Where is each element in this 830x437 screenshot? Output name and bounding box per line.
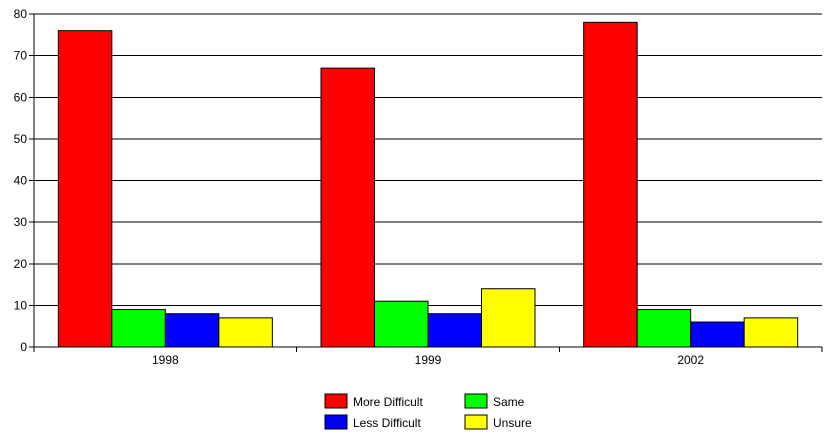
bar-unsure-1999 — [481, 288, 536, 348]
legend-item: Unsure — [464, 414, 532, 430]
legend-swatch — [464, 414, 488, 430]
legend-item: Less Difficult — [324, 414, 421, 430]
bar-more-difficult-1999 — [320, 67, 375, 348]
legend-label: Less Difficult — [353, 416, 421, 430]
legend: More Difficult Same Less Difficult Unsure — [324, 393, 532, 430]
y-tick-label: 30 — [14, 215, 28, 229]
bar-same-1998 — [111, 309, 166, 348]
legend-swatch — [464, 393, 488, 409]
legend-swatch — [324, 414, 348, 430]
gridlines — [34, 13, 822, 306]
y-tick-label: 40 — [14, 174, 28, 188]
bar-same-2002 — [636, 309, 692, 348]
y-tick-label: 10 — [14, 298, 28, 312]
legend-item: More Difficult — [324, 393, 423, 409]
bar-same-1999 — [374, 300, 429, 348]
y-tick-label: 50 — [14, 132, 28, 146]
x-tick-label: 2002 — [677, 353, 704, 367]
bar-less-difficult-1999 — [427, 313, 482, 348]
bar-less-difficult-1998 — [164, 313, 220, 348]
y-tick-label: 20 — [14, 257, 28, 271]
legend-swatch — [324, 393, 348, 409]
axes: 0 10 20 30 40 50 60 70 80 1998 1999 2002 — [14, 7, 823, 367]
bars — [57, 21, 799, 348]
legend-item: Same — [464, 393, 525, 409]
legend-label: More Difficult — [353, 395, 423, 409]
y-tick-label: 70 — [14, 49, 28, 63]
x-tick-label: 1999 — [415, 353, 442, 367]
bar-unsure-2002 — [743, 317, 799, 348]
y-tick-label: 0 — [20, 340, 27, 354]
y-tick-label: 80 — [14, 7, 28, 21]
y-tick-label: 60 — [14, 90, 28, 104]
legend-label: Same — [493, 395, 525, 409]
bar-less-difficult-2002 — [690, 321, 745, 348]
bar-more-difficult-2002 — [583, 21, 638, 348]
x-tick-label: 1998 — [152, 353, 179, 367]
bar-more-difficult-1998 — [57, 30, 113, 348]
legend-label: Unsure — [493, 416, 532, 430]
bar-unsure-1998 — [218, 317, 273, 348]
